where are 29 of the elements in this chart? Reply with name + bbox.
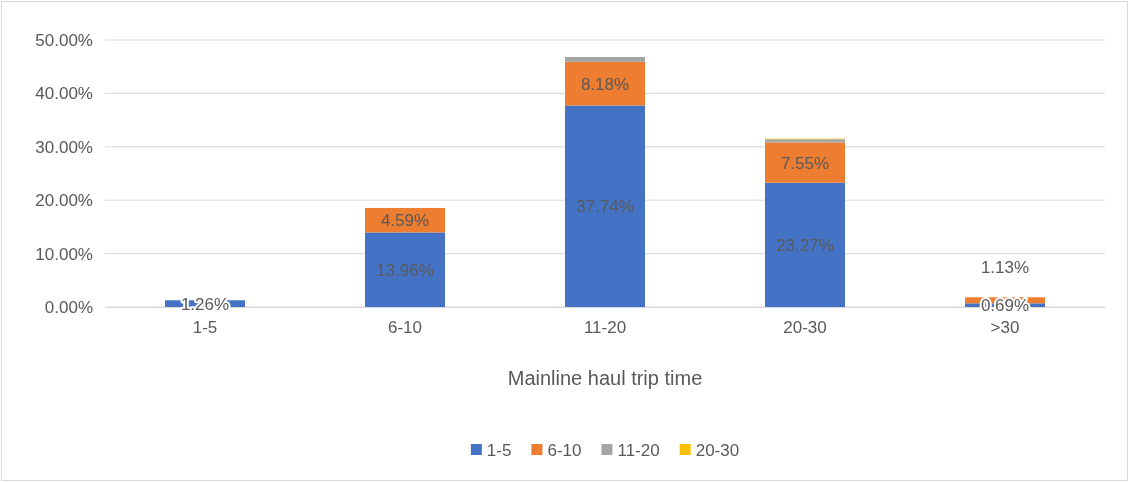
data-label: 0.69% bbox=[980, 296, 1030, 316]
bar bbox=[765, 182, 845, 307]
y-tick-label: 30.00% bbox=[35, 137, 93, 157]
data-label: 23.27% bbox=[776, 235, 834, 255]
legend-label: 20-30 bbox=[695, 440, 740, 460]
data-label: 7.55% bbox=[780, 153, 830, 173]
x-tick-label: 1-5 bbox=[192, 318, 218, 338]
x-tick-label: 11-20 bbox=[583, 318, 627, 338]
legend-label: 11-20 bbox=[617, 440, 660, 460]
x-axis-title: Mainline haul trip time bbox=[507, 367, 703, 389]
x-tick-label: 6-10 bbox=[387, 318, 423, 338]
x-tick-label: 20-30 bbox=[783, 318, 827, 338]
data-label: 4.59% bbox=[380, 211, 430, 231]
data-label: 37.74% bbox=[576, 197, 634, 217]
data-label: 1.13% bbox=[980, 258, 1030, 278]
bar bbox=[365, 232, 445, 307]
bar bbox=[565, 56, 645, 62]
x-tick-label: >30 bbox=[990, 318, 1020, 338]
y-tick-label: 50.00% bbox=[35, 30, 93, 50]
bar bbox=[565, 105, 645, 307]
y-tick-label: 20.00% bbox=[35, 191, 93, 211]
y-tick-label: 0.00% bbox=[44, 297, 93, 317]
legend-label: 1-5 bbox=[486, 440, 512, 460]
y-tick-label: 40.00% bbox=[35, 84, 93, 104]
legend-label: 6-10 bbox=[547, 440, 582, 460]
bar bbox=[765, 142, 845, 183]
data-label: 13.96% bbox=[376, 260, 434, 280]
y-tick-label: 10.00% bbox=[35, 244, 93, 264]
data-label: 8.18% bbox=[580, 74, 630, 94]
